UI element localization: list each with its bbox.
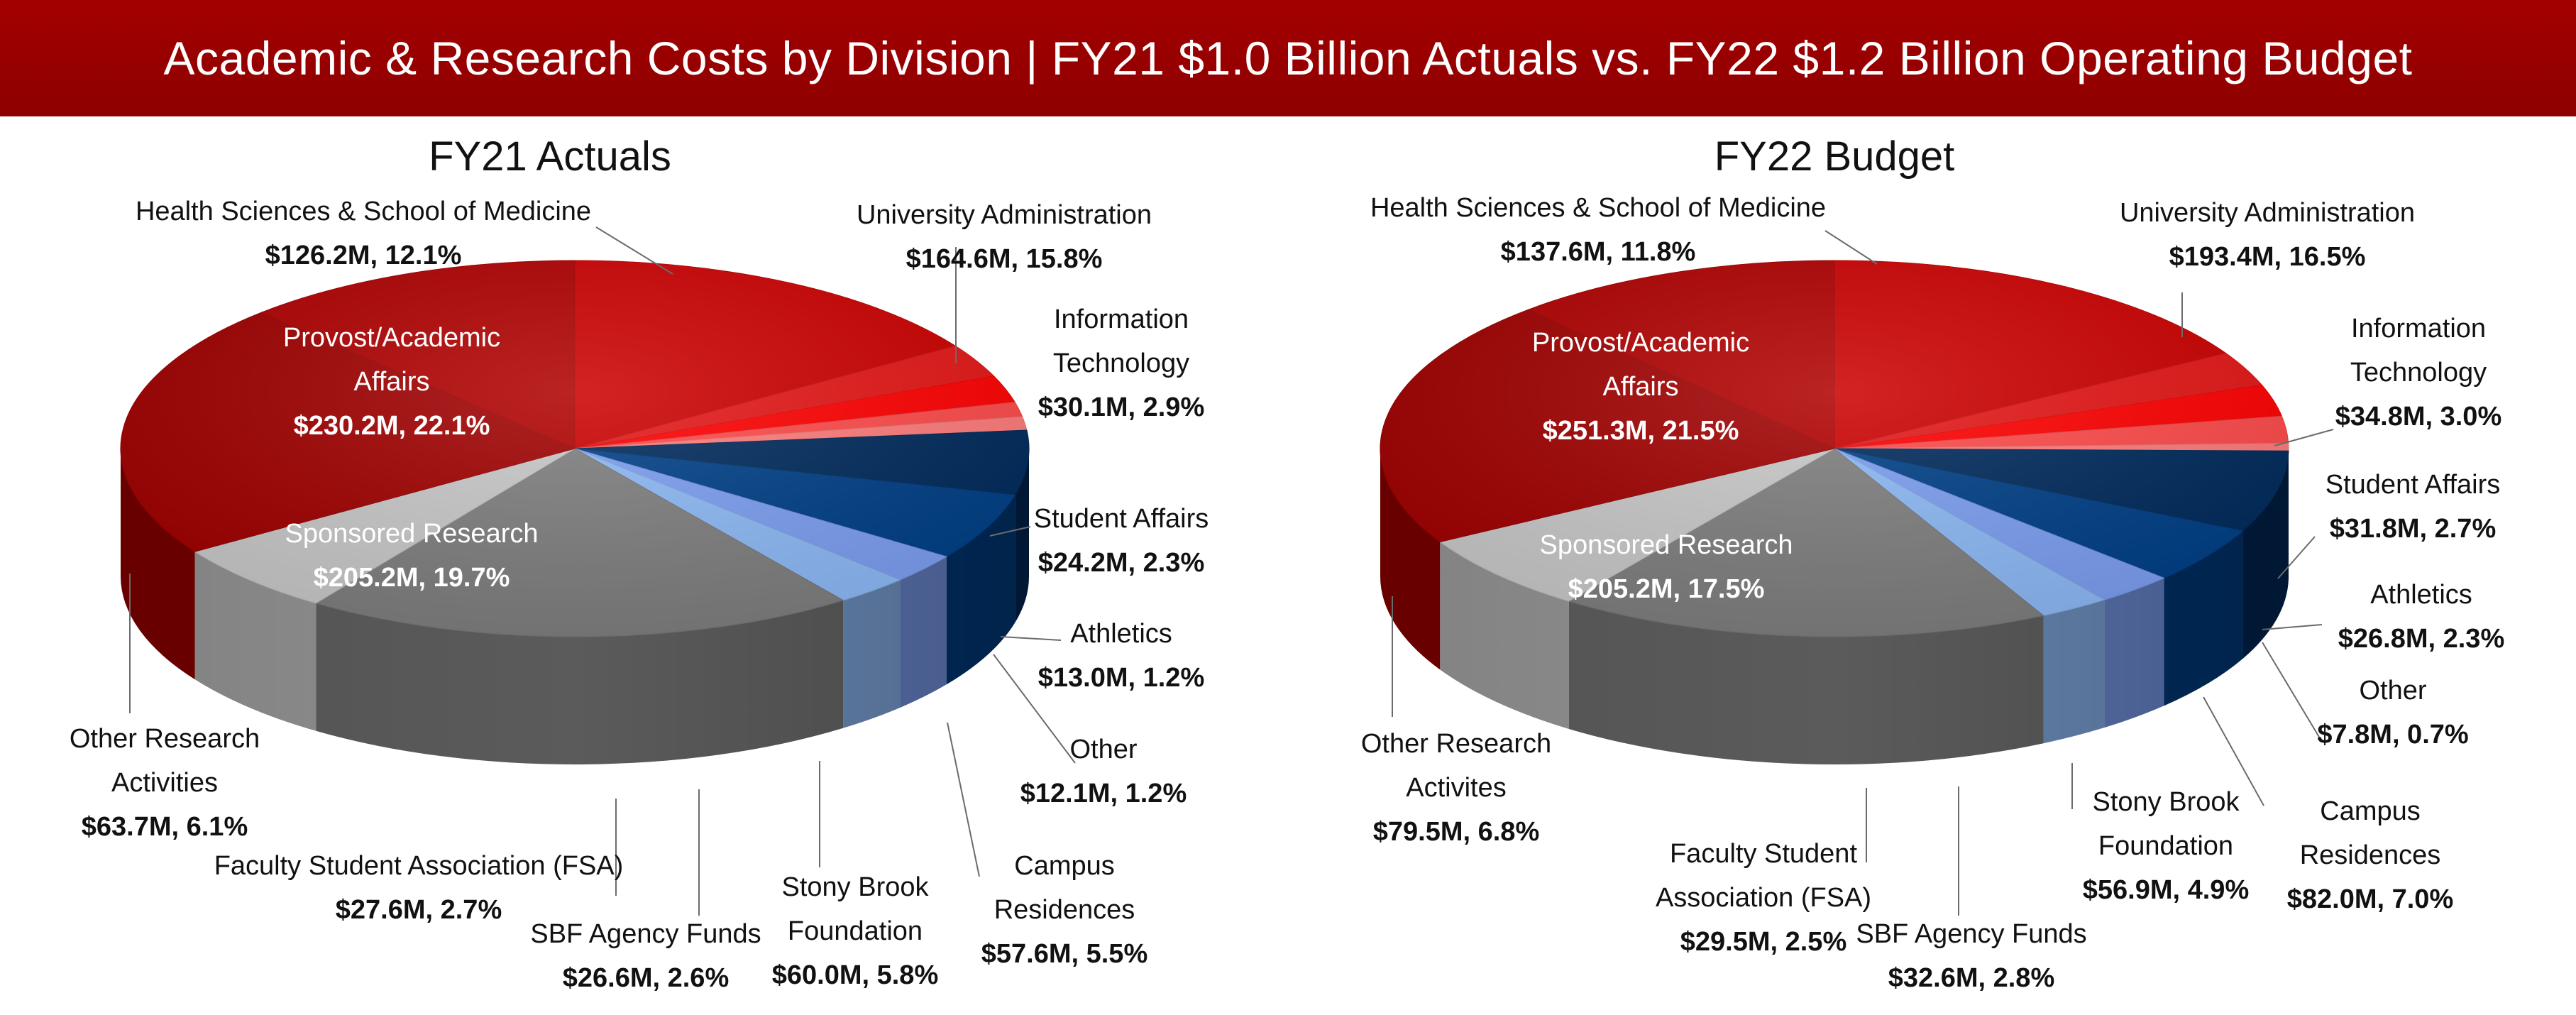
slice-label-other-research-activities: Other Research [1361, 729, 1551, 759]
slice-value-health-sciences-school-of-medicine: $126.2M, 12.1% [265, 241, 462, 270]
slice-value-university-administration: $164.6M, 15.8% [906, 244, 1103, 274]
slice-label-information-technology: Technology [1053, 349, 1189, 378]
slice-label-health-sciences-school-of-medicine: Health Sciences & School of Medicine [1370, 193, 1826, 223]
slice-label-student-affairs: Student Affairs [2325, 470, 2500, 500]
slice-label-information-technology: Information [2351, 314, 2486, 344]
pie-top [1380, 260, 2289, 637]
slice-label-information-technology: Technology [2350, 358, 2487, 388]
slice-label-campus-residences: Campus [2320, 796, 2421, 826]
slice-value-provost-academic-affairs: $251.3M, 21.5% [1543, 416, 1739, 446]
pie-labels: University Administration $193.4M, 16.5% I… [1361, 193, 2504, 993]
slice-label-stony-brook-foundation: Stony Brook [2093, 787, 2240, 817]
slice-label-stony-brook-foundation: Foundation [788, 916, 923, 946]
slice-value-sbf-agency-funds: $26.6M, 2.6% [563, 963, 729, 993]
slice-value-health-sciences-school-of-medicine: $137.6M, 11.8% [1501, 237, 1696, 267]
pie-fy21: University Administration $164.6M, 15.8% I… [70, 197, 1209, 993]
leader-line-athletics [1000, 636, 1062, 641]
pie-top-highlight [1380, 260, 2289, 637]
charts-area: FY21 Actuals FY22 Budget University Admi… [70, 133, 2504, 993]
slice-label-stony-brook-foundation: Stony Brook [782, 872, 930, 902]
slice-label-sponsored-research: Sponsored Research [1540, 530, 1793, 560]
slice-value-other-research-activities: $79.5M, 6.8% [1373, 817, 1539, 847]
leader-line-athletics [2262, 624, 2323, 630]
slice-label-university-administration: University Administration [2120, 198, 2415, 228]
slice-value-other: $12.1M, 1.2% [1020, 779, 1187, 808]
slice-label-other: Other [1069, 735, 1137, 764]
slice-label-athletics: Athletics [2370, 580, 2472, 610]
slice-value-student-affairs: $31.8M, 2.7% [2330, 514, 2496, 544]
slice-label-other-research-activities: Activites [1406, 773, 1506, 803]
slice-label-provost-academic-affairs: Affairs [353, 367, 429, 397]
pie-side-shading [1380, 449, 2289, 764]
slice-value-university-administration: $193.4M, 16.5% [2169, 242, 2366, 272]
page-title: Academic & Research Costs by Division | … [163, 32, 2413, 84]
slice-label-faculty-student-association-fsa: Faculty Student Association (FSA) [214, 851, 624, 881]
slice-value-sbf-agency-funds: $32.6M, 2.8% [1888, 963, 2054, 993]
title-banner: Academic & Research Costs by Division | … [0, 0, 2576, 116]
leader-line-health-sciences-school-of-medicine [1824, 230, 1878, 265]
slice-label-sponsored-research: Sponsored Research [285, 519, 539, 549]
chart-title-fy21: FY21 Actuals [429, 133, 671, 180]
slice-value-other: $7.8M, 0.7% [2317, 720, 2468, 750]
pie-labels: University Administration $164.6M, 15.8% I… [70, 197, 1209, 993]
slice-label-health-sciences-school-of-medicine: Health Sciences & School of Medicine [136, 197, 591, 226]
slice-value-stony-brook-foundation: $56.9M, 4.9% [2083, 875, 2249, 905]
slice-label-sbf-agency-funds: SBF Agency Funds [530, 919, 761, 949]
slice-label-faculty-student-association-fsa: Faculty Student [1670, 839, 1857, 869]
slice-value-faculty-student-association-fsa: $27.6M, 2.7% [336, 895, 502, 925]
pie-top [120, 260, 1030, 637]
slice-value-information-technology: $30.1M, 2.9% [1038, 393, 1204, 422]
slice-value-other-research-activities: $63.7M, 6.1% [82, 812, 248, 842]
pie-side-shading [121, 449, 1029, 764]
leader-line-student-affairs [989, 526, 1031, 537]
slice-value-provost-academic-affairs: $230.2M, 22.1% [294, 411, 490, 441]
slice-label-provost-academic-affairs: Provost/Academic [1532, 328, 1749, 358]
pie-top-highlight [121, 260, 1029, 637]
leader-line-other [2262, 642, 2323, 742]
slice-label-provost-academic-affairs: Provost/Academic [283, 323, 500, 353]
slice-label-student-affairs: Student Affairs [1034, 504, 1209, 534]
slice-label-campus-residences: Residences [2300, 840, 2441, 870]
slice-value-faculty-student-association-fsa: $29.5M, 2.5% [1680, 927, 1846, 957]
leader-line-campus-residences [947, 722, 980, 877]
slice-label-other: Other [2359, 676, 2426, 706]
slice-value-information-technology: $34.8M, 3.0% [2335, 402, 2501, 432]
slice-value-campus-residences: $82.0M, 7.0% [2287, 884, 2453, 914]
leader-line-information-technology [2274, 429, 2334, 446]
chart-title-fy22: FY22 Budget [1714, 133, 1955, 180]
pie-side [121, 449, 1029, 764]
leader-line-campus-residences [2203, 696, 2264, 806]
slice-value-athletics: $26.8M, 2.3% [2338, 624, 2504, 654]
pie-side [1380, 449, 2289, 764]
pie-fy22: University Administration $193.4M, 16.5% I… [1361, 193, 2504, 993]
slice-value-stony-brook-foundation: $60.0M, 5.8% [772, 960, 938, 990]
slice-label-other-research-activities: Activities [111, 768, 218, 798]
leader-line-health-sciences-school-of-medicine [595, 226, 673, 275]
slice-value-student-affairs: $24.2M, 2.3% [1038, 548, 1204, 578]
slice-label-provost-academic-affairs: Affairs [1602, 372, 1678, 402]
slice-label-campus-residences: Residences [994, 895, 1135, 925]
slice-value-athletics: $13.0M, 1.2% [1038, 663, 1204, 693]
slice-value-sponsored-research: $205.2M, 17.5% [1568, 574, 1765, 604]
slice-label-athletics: Athletics [1070, 619, 1172, 649]
slice-value-campus-residences: $57.6M, 5.5% [981, 939, 1147, 969]
slice-label-campus-residences: Campus [1014, 851, 1115, 881]
slice-label-faculty-student-association-fsa: Association (FSA) [1656, 883, 1871, 913]
leader-line-other [993, 654, 1076, 764]
slice-value-sponsored-research: $205.2M, 19.7% [314, 563, 510, 593]
leader-line-student-affairs [2277, 536, 2316, 579]
slice-label-other-research-activities: Other Research [70, 724, 260, 754]
slice-label-stony-brook-foundation: Foundation [2098, 831, 2233, 861]
slice-label-sbf-agency-funds: SBF Agency Funds [1856, 919, 2086, 949]
slice-label-university-administration: University Administration [857, 200, 1152, 230]
slice-label-information-technology: Information [1054, 304, 1189, 334]
